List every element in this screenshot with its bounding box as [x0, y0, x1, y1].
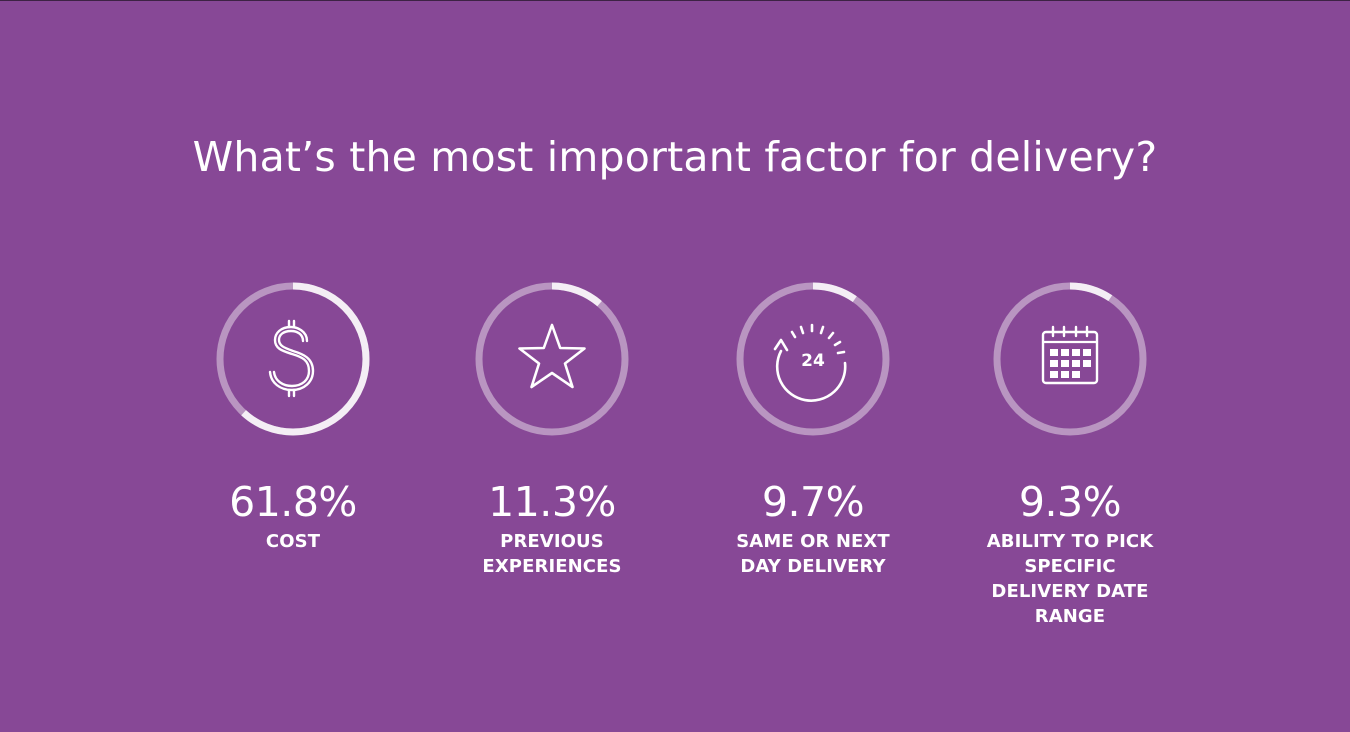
factor-label: PREVIOUS EXPERIENCES [482, 531, 622, 577]
chart-title: What’s the most important factor for del… [192, 133, 1158, 181]
percentage-value: 61.8% [229, 478, 357, 526]
percentage-value: 9.3% [1018, 478, 1122, 526]
progress-ring: 24 [736, 282, 890, 436]
percentage-value: 11.3% [488, 478, 616, 526]
star-icon [518, 323, 586, 389]
stat-previous-experiences: 11.3% PREVIOUS EXPERIENCES [422, 279, 682, 579]
ring-fill [216, 282, 370, 436]
stat-pick-date-range: 9.3% ABILITY TO PICK SPECIFIC DELIVERY D… [940, 279, 1200, 629]
calendar-icon [1041, 325, 1099, 385]
ring-fill [736, 282, 890, 436]
progress-ring [216, 282, 370, 436]
factor-label: ABILITY TO PICK SPECIFIC DELIVERY DATE R… [986, 531, 1154, 627]
factor-label: SAME OR NEXT DAY DELIVERY [736, 531, 890, 577]
dollar-sign-icon [268, 319, 315, 398]
progress-ring [993, 282, 1147, 436]
ring-fill [475, 282, 629, 436]
clock-24-icon: 24 [773, 323, 847, 402]
ring-track [475, 282, 629, 436]
progress-ring [475, 282, 629, 436]
stat-same-next-day: 24 9.7% SAME OR NEXT DAY DELIVERY [683, 279, 943, 579]
ring-track [993, 282, 1147, 436]
stat-cost: 61.8% COST [163, 279, 423, 554]
svg-text:24: 24 [801, 351, 825, 371]
factor-label: COST [265, 531, 321, 552]
percentage-value: 9.7% [761, 478, 865, 526]
ring-fill [993, 282, 1147, 436]
